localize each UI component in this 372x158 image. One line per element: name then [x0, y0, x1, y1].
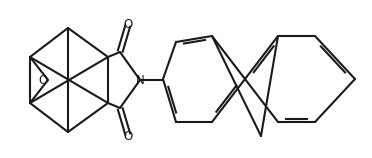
Text: N: N	[136, 73, 144, 86]
Text: O: O	[38, 73, 48, 86]
Text: O: O	[124, 130, 133, 143]
Text: O: O	[124, 18, 133, 30]
